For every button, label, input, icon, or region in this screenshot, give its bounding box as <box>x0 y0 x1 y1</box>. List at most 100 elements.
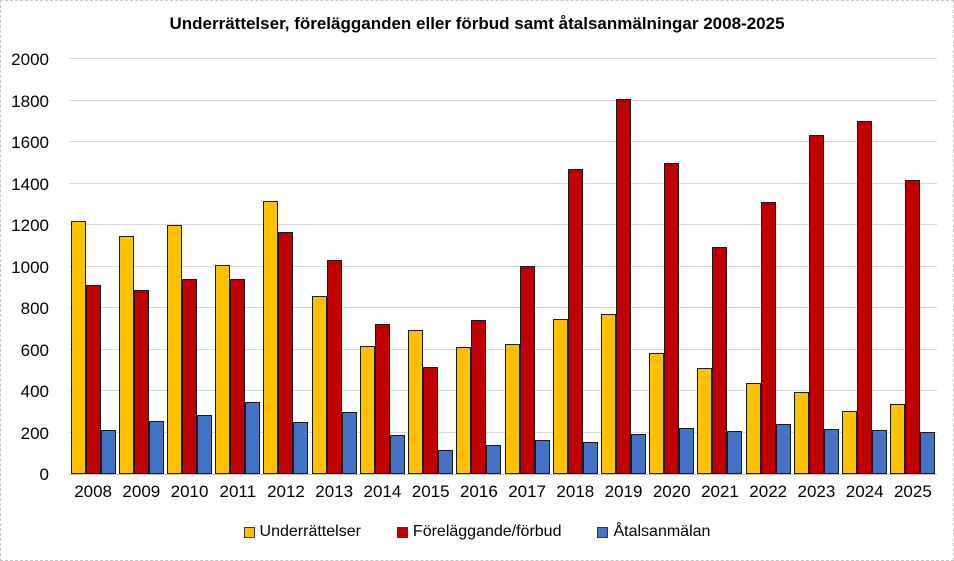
bar <box>615 99 631 474</box>
legend-label: Föreläggande/förbud <box>412 523 562 540</box>
x-tick-label: 2010 <box>170 482 209 501</box>
x-tick-label: 2019 <box>604 482 643 501</box>
bar <box>263 201 279 474</box>
bar <box>326 260 342 474</box>
bar <box>905 180 921 474</box>
y-tick-label: 400 <box>20 382 49 401</box>
gridline <box>69 99 937 101</box>
bar <box>148 421 164 474</box>
bar <box>486 445 502 474</box>
x-axis: 2008 2009 2010 2011 2012 2013 2014 2015 2016 2017… <box>69 482 937 504</box>
bar <box>408 330 424 474</box>
bar <box>857 121 873 474</box>
x-tick-label: 2012 <box>267 482 305 501</box>
bar <box>745 383 761 474</box>
bar <box>649 353 665 474</box>
bar <box>697 368 713 474</box>
bar <box>504 344 520 474</box>
bar <box>600 314 616 474</box>
legend-item: Underrättelser <box>243 523 361 541</box>
x-tick-label: 2020 <box>652 482 691 501</box>
bar <box>166 225 182 474</box>
legend-marker-icon <box>597 526 609 538</box>
bar <box>100 430 116 474</box>
bar <box>341 412 357 474</box>
bar <box>438 450 454 474</box>
x-tick-label: 2024 <box>845 482 884 501</box>
y-tick-label: 1600 <box>11 133 49 152</box>
bar <box>278 232 294 474</box>
bar <box>630 434 646 474</box>
bar <box>374 324 390 474</box>
gridline <box>69 431 937 433</box>
x-tick-label: 2009 <box>122 482 161 501</box>
bar <box>423 367 439 474</box>
legend-item: Föreläggande/förbud <box>396 523 562 541</box>
bar <box>552 319 568 474</box>
bar <box>872 430 888 474</box>
bar <box>664 163 680 474</box>
bar <box>519 266 535 474</box>
bar <box>920 432 936 474</box>
legend-label: Underrättelser <box>259 523 361 540</box>
bar <box>567 169 583 474</box>
bar <box>70 221 86 474</box>
bar <box>471 320 487 474</box>
bar <box>712 247 728 474</box>
y-tick-label: 0 <box>39 465 49 484</box>
plot-area <box>69 58 937 475</box>
gridline <box>69 141 937 142</box>
bar <box>293 422 309 474</box>
bar <box>842 411 858 474</box>
y-tick-label: 200 <box>20 423 49 443</box>
gridline <box>69 390 937 391</box>
bar <box>775 424 791 474</box>
chart-title: Underrättelser, förelägganden eller förb… <box>169 14 785 33</box>
y-tick-label: 1400 <box>11 174 49 194</box>
bar <box>890 404 906 474</box>
bar <box>215 265 231 474</box>
x-tick-label: 2016 <box>459 482 498 501</box>
x-tick-label: 2011 <box>219 482 257 501</box>
x-tick-label: 2008 <box>74 482 113 501</box>
x-tick-label: 2022 <box>749 482 788 501</box>
x-axis-baseline <box>69 474 937 475</box>
bar <box>311 296 327 474</box>
legend-marker-icon <box>396 526 408 538</box>
y-tick-label: 1200 <box>11 216 49 235</box>
bar <box>389 435 405 474</box>
x-tick-label: 2015 <box>411 482 450 501</box>
x-tick-label: 2023 <box>797 482 836 501</box>
y-tick-label: 800 <box>20 299 49 318</box>
gridline <box>69 307 937 308</box>
x-tick-label: 2018 <box>556 482 595 501</box>
bar <box>534 440 550 474</box>
x-tick-label: 2017 <box>508 482 547 501</box>
bar <box>359 346 375 474</box>
gridline <box>69 182 937 184</box>
bar <box>793 392 809 474</box>
bar <box>230 279 246 474</box>
bar <box>133 290 149 474</box>
bar <box>727 431 743 474</box>
y-tick-label: 600 <box>20 340 49 360</box>
x-tick-label: 2025 <box>893 482 932 501</box>
gridline <box>69 224 937 225</box>
legend-label: Åtalsanmälan <box>613 523 711 540</box>
bar <box>181 279 197 474</box>
x-tick-label: 2014 <box>363 482 402 501</box>
y-axis: 0 200 400 600 800 1000 1200 1400 1600 1800 2000 <box>1 1 59 560</box>
bar <box>679 428 695 474</box>
gridline <box>69 58 937 59</box>
gridline <box>69 265 937 267</box>
bar <box>245 402 261 474</box>
x-tick-label: 2021 <box>701 482 739 501</box>
y-tick-label: 1000 <box>11 257 49 277</box>
legend-item: Åtalsanmälan <box>597 523 710 541</box>
legend: Underrättelser Föreläggande/förbud Åtalsan… <box>1 523 953 541</box>
x-tick-label: 2013 <box>315 482 354 501</box>
bar <box>760 202 776 474</box>
bar <box>85 285 101 474</box>
bar <box>196 415 212 474</box>
